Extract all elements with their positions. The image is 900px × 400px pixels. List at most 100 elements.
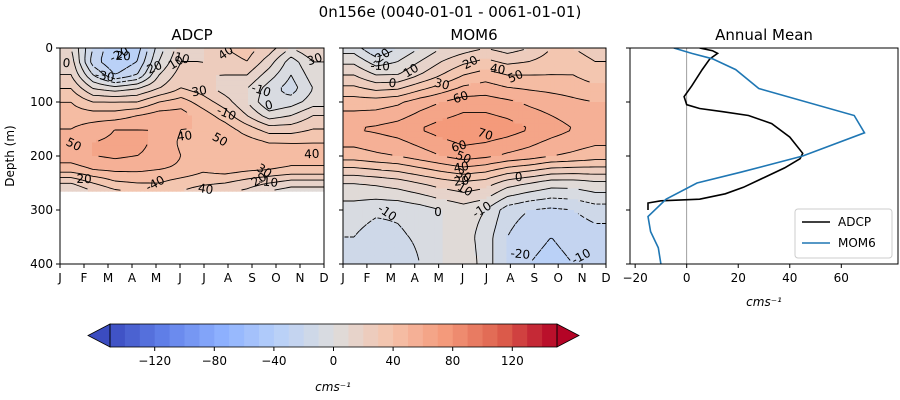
field-cell: [248, 58, 253, 63]
field-cell: [244, 188, 249, 192]
field-cell: [232, 180, 237, 184]
field-cell: [204, 77, 209, 81]
field-cell: [582, 56, 587, 60]
field-cell: [160, 66, 165, 71]
field-cell: [490, 66, 496, 71]
field-cell: [176, 145, 181, 149]
field-cell: [104, 66, 109, 71]
field-cell: [68, 158, 73, 162]
field-cell: [474, 69, 480, 73]
contour-label-text: 40: [176, 128, 193, 144]
field-cell: [132, 66, 137, 71]
field-cell: [434, 56, 440, 60]
field-cell: [160, 142, 165, 146]
field-cell: [96, 77, 101, 81]
field-cell: [354, 50, 360, 54]
field-cell: [264, 177, 269, 181]
field-cell: [88, 72, 93, 76]
field-cell: [590, 50, 595, 54]
field-cell: [236, 91, 241, 95]
field-cell: [570, 53, 575, 57]
field-cell: [164, 77, 169, 81]
field-cell: [570, 83, 575, 87]
field-cell: [276, 61, 281, 65]
field-cell: [168, 183, 173, 187]
field-cell: [550, 53, 555, 57]
field-cell: [312, 161, 317, 165]
field-cell: [216, 147, 221, 152]
field-cell: [60, 115, 65, 119]
field-cell: [160, 58, 165, 63]
field-cell: [252, 177, 257, 181]
field-cell: [136, 93, 141, 98]
field-cell: [260, 147, 265, 152]
field-cell: [308, 110, 313, 114]
field-cell: [594, 96, 599, 100]
field-cell: [92, 166, 97, 171]
field-cell: [398, 61, 404, 65]
field-cell: [386, 58, 392, 63]
field-cell: [180, 185, 185, 189]
field-cell: [462, 58, 468, 63]
field-cell: [136, 142, 141, 146]
field-cell: [316, 129, 321, 133]
figure-suptitle: 0n156e (0040-01-01 - 0061-01-01): [319, 3, 582, 21]
field-cell: [316, 50, 321, 54]
field-cell: [232, 166, 237, 171]
field-cell: [494, 50, 499, 54]
field-cell: [518, 72, 523, 76]
field-cell: [402, 80, 408, 84]
field-cell: [470, 88, 476, 92]
field-cell: [358, 53, 364, 57]
field-cell: [260, 185, 265, 189]
field-cell: [350, 50, 356, 54]
field-cell: [578, 72, 583, 76]
field-cell: [124, 112, 129, 117]
field-cell: [140, 77, 145, 81]
field-cell: [594, 77, 599, 81]
field-cell: [180, 91, 185, 95]
field-cell: [252, 72, 257, 76]
field-cell: [284, 104, 289, 108]
field-cell: [112, 185, 117, 189]
field-cell: [108, 112, 113, 117]
field-cell: [84, 88, 89, 92]
field-cell: [288, 110, 293, 114]
field-cell: [522, 91, 527, 95]
field-cell: [104, 72, 109, 76]
field-cell: [482, 48, 488, 52]
field-cell: [522, 58, 527, 63]
field-cell: [422, 77, 428, 81]
field-cell: [410, 102, 416, 106]
field-cell: [84, 177, 89, 181]
field-cell: [184, 147, 189, 152]
field-cell: [96, 120, 101, 125]
field-cell: [346, 72, 352, 76]
field-cell: [236, 188, 241, 192]
field-cell: [482, 50, 488, 54]
field-cell: [132, 88, 137, 92]
field-cell: [308, 56, 313, 60]
field-cell: [124, 58, 129, 63]
field-cell: [80, 150, 85, 154]
field-cell: [60, 147, 65, 152]
field-cell: [236, 180, 241, 184]
field-cell: [586, 61, 591, 65]
field-cell: [582, 50, 587, 54]
field-cell: [196, 185, 201, 189]
field-cell: [136, 104, 141, 108]
field-cell: [458, 83, 464, 87]
contour-label-text: -10: [215, 103, 238, 123]
field-cell: [240, 183, 245, 187]
field-cell: [68, 123, 73, 127]
field-cell: [312, 137, 317, 141]
field-cell: [386, 96, 392, 100]
field-cell: [128, 96, 133, 100]
field-cell: [394, 75, 400, 79]
field-cell: [172, 158, 177, 162]
field-cell: [594, 75, 599, 79]
field-cell: [374, 58, 380, 63]
field-cell: [112, 50, 117, 54]
field-cell: [316, 102, 321, 106]
